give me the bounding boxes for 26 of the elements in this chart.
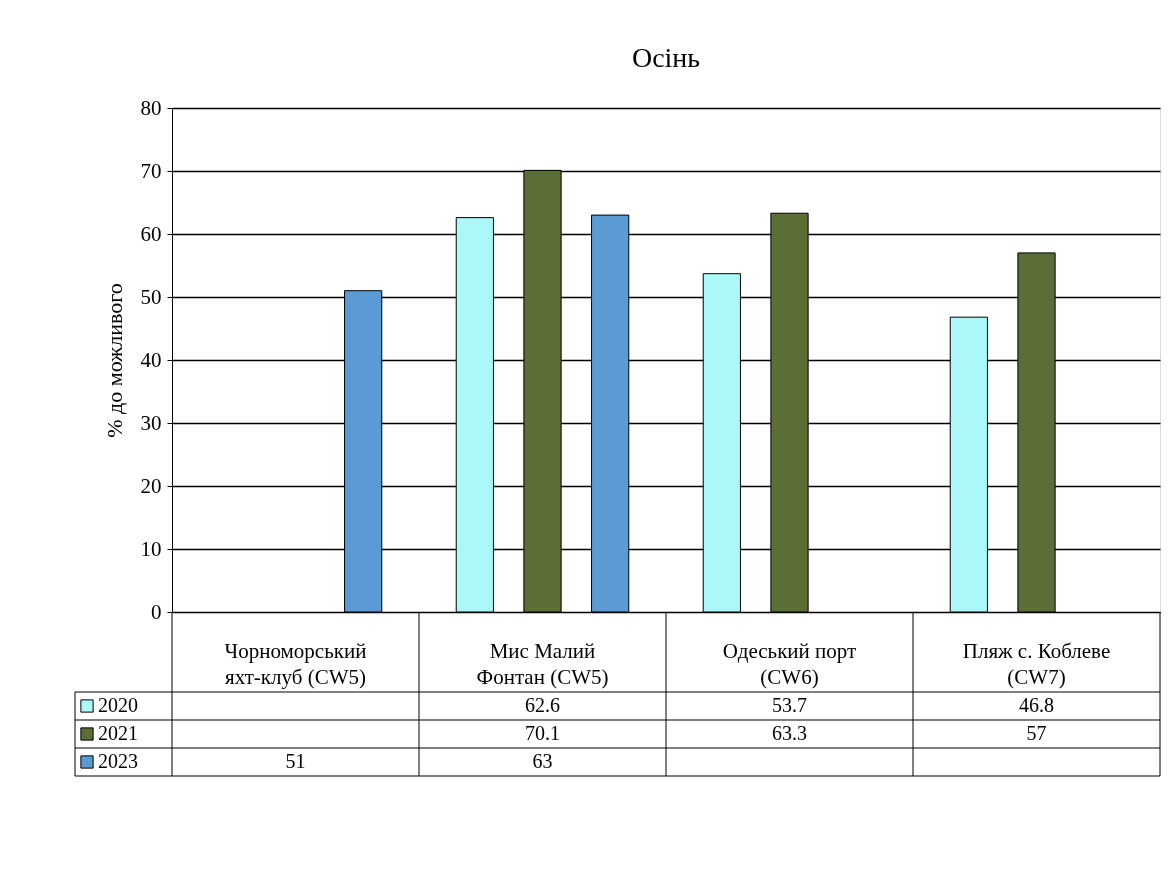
data-label: 63 xyxy=(532,750,553,772)
legend-label: 2023 xyxy=(98,750,138,772)
y-tick-label: 80 xyxy=(140,95,162,120)
y-tick-label: 70 xyxy=(140,158,162,183)
chart-title: Осінь xyxy=(631,42,701,73)
y-axis-title: % до можливого xyxy=(101,283,127,438)
x-tick-label: Чорноморський яхт-клуб (CW5) xyxy=(224,639,367,689)
x-tick-label: Мис Малий Фонтан (CW5) xyxy=(476,639,609,689)
y-tick-label: 60 xyxy=(140,221,162,246)
y-tick-label: 10 xyxy=(140,536,162,561)
data-label: 62.6 xyxy=(525,694,560,716)
x-tick-label: Одеський порт (CW6) xyxy=(722,639,857,689)
x-tick-label: Пляж с. Коблеве (CW7) xyxy=(962,639,1111,689)
data-label: 53.7 xyxy=(772,694,807,716)
y-tick-label: 50 xyxy=(140,284,162,309)
y-tick-label: 0 xyxy=(151,599,162,624)
data-label: 51 xyxy=(285,750,306,772)
data-label: 57 xyxy=(1026,722,1047,744)
y-tick-label: 20 xyxy=(140,473,162,498)
legend-label: 2021 xyxy=(98,722,138,744)
data-label: 63.3 xyxy=(772,722,807,744)
y-tick-label: 40 xyxy=(140,347,162,372)
legend-label: 2020 xyxy=(98,694,138,716)
y-tick-label: 30 xyxy=(140,410,162,435)
data-label: 46.8 xyxy=(1019,694,1054,716)
data-label: 70.1 xyxy=(525,722,560,744)
